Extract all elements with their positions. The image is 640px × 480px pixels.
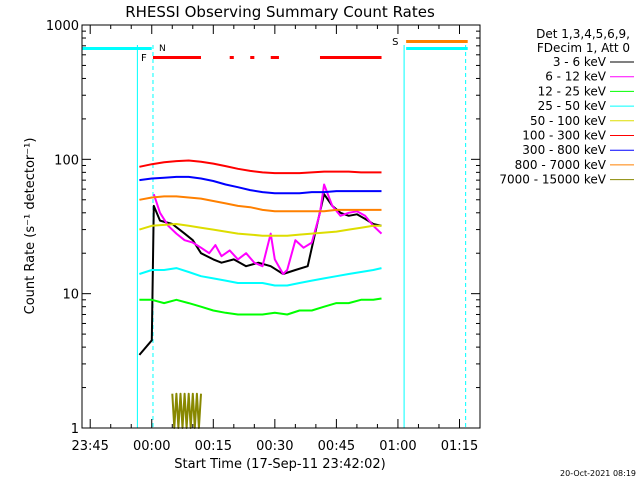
legend-header-line: Det 1,3,4,5,6,9, [536, 27, 630, 41]
series-line-50-100-kev [139, 223, 382, 237]
series-line-7000-15000-kev [171, 392, 202, 429]
x-tick-label: 23:45 [71, 439, 108, 454]
series-line-300-800-kev [139, 175, 382, 195]
y-tick-label: 100 [54, 153, 79, 168]
timestamp: 20-Oct-2021 08:19 [560, 469, 636, 478]
series-line-25-50-kev [139, 267, 382, 287]
legend-entry-label: 800 - 7000 keV [515, 158, 607, 172]
flag-bar-n [82, 47, 152, 50]
legend-entry-label: 12 - 25 keV [538, 84, 607, 98]
flag-label-s: S [392, 37, 398, 48]
flag-bar-f [250, 56, 255, 59]
flag-bar-s [406, 40, 468, 43]
series-line-6-12-kev [152, 183, 383, 275]
legend-entry-label: 3 - 6 keV [553, 55, 607, 69]
flag-bar-f [152, 56, 201, 59]
flag-label-f: F [141, 53, 147, 64]
x-tick-label: 00:30 [256, 439, 293, 454]
x-tick-label: 00:15 [195, 439, 232, 454]
series-line-800-7000-kev [139, 195, 382, 213]
y-tick-label: 10 [62, 288, 79, 303]
flag-bar-f [319, 56, 382, 59]
chart-title: RHESSI Observing Summary Count Rates [125, 3, 435, 21]
series-line-12-25-kev [139, 297, 382, 316]
legend-header-line: FDecim 1, Att 0 [537, 41, 630, 55]
flag-bar-f [229, 56, 234, 59]
x-axis-label: Start Time (17-Sep-11 23:42:02) [174, 457, 385, 472]
y-tick-label: 1 [71, 422, 79, 437]
x-tick-label: 00:45 [318, 439, 355, 454]
axes-layer: 1 10 100 1000 23:45 00:00 00:15 00:30 00:45 01:00… [46, 19, 481, 454]
series-line-3-6-kev [138, 193, 382, 356]
legend-entry-label: 100 - 300 keV [522, 129, 606, 143]
y-tick-label: 1000 [46, 19, 79, 34]
legend-entry-label: 7000 - 15000 keV [499, 173, 606, 187]
x-tick-label: 01:15 [441, 439, 478, 454]
legend-entry-label: 25 - 50 keV [538, 99, 607, 113]
legend-entry-label: 300 - 800 keV [522, 143, 606, 157]
flag-bar-n [406, 47, 468, 50]
x-tick-label: 00:00 [133, 439, 170, 454]
legend: Det 1,3,4,5,6,9,FDecim 1, Att 03 - 6 keV… [499, 27, 634, 187]
series-line-100-300-kev [139, 159, 382, 175]
y-axis-label: Count Rate (s⁻¹ detector⁻¹) [23, 138, 38, 315]
data-layer: N F S [82, 37, 468, 429]
legend-entry-label: 6 - 12 keV [545, 70, 607, 84]
legend-entry-label: 50 - 100 keV [530, 114, 607, 128]
flag-bar-f [270, 56, 279, 59]
x-tick-label: 01:00 [379, 439, 416, 454]
plot-frame [81, 24, 481, 429]
flag-label-n: N [159, 44, 166, 54]
